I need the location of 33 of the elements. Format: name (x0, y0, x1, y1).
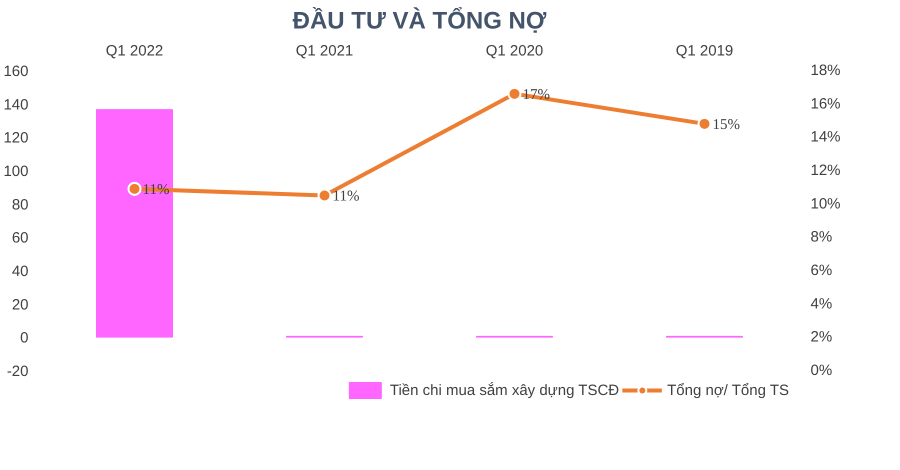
legend-label: Tiền chi mua sắm xây dựng TSCĐ (390, 382, 620, 398)
y2-tick-label: 4% (810, 295, 832, 312)
y2-tick-label: 2% (810, 328, 832, 346)
legend-label: Tổng nợ/ Tổng TS (667, 382, 789, 398)
y-tick-label: 0 (20, 330, 28, 347)
chart-title: ĐẦU TƯ VÀ TỔNG NỢ (292, 6, 547, 34)
x-tick-label: Q1 2020 (486, 42, 544, 60)
y2-tick-label: 14% (810, 128, 841, 146)
y-tick-label: 40 (12, 263, 29, 280)
data-label: 11% (332, 188, 360, 204)
y2-tick-label: 16% (810, 95, 841, 112)
y-tick-label: 60 (12, 230, 29, 247)
data-label: 15% (712, 116, 740, 133)
y2-tick-label: 18% (810, 62, 841, 79)
y2-tick-label: 10% (810, 195, 841, 212)
y2-tick-label: 8% (810, 228, 832, 246)
x-tick-label: Q1 2022 (106, 42, 164, 60)
y2-tick-label: 0% (810, 362, 832, 379)
y2-tick-label: 6% (810, 262, 832, 279)
y-tick-label: 100 (3, 163, 29, 180)
point (318, 188, 332, 202)
point (698, 116, 712, 131)
x-tick-label: Q1 2019 (676, 42, 734, 60)
y-tick-label: -20 (6, 363, 29, 380)
point (508, 86, 522, 101)
y-tick-label: 80 (12, 196, 29, 214)
y-tick-label: 120 (3, 130, 29, 147)
y-tick-label: 20 (12, 296, 29, 314)
y-tick-label: 140 (3, 96, 29, 114)
point (128, 182, 142, 196)
y-tick-label: 160 (3, 63, 29, 80)
y2-tick-label: 12% (810, 162, 841, 179)
x-tick-label: Q1 2021 (296, 42, 354, 60)
